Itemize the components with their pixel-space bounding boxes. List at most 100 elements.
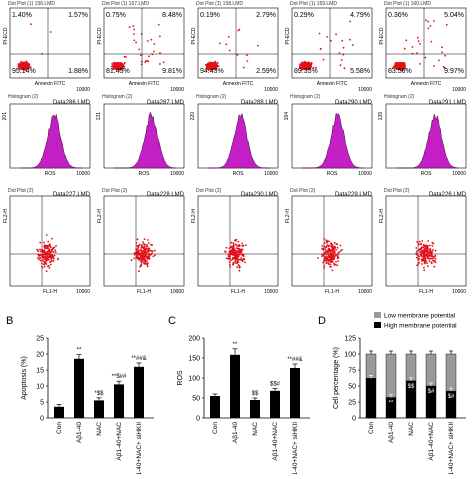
event-dot bbox=[153, 43, 156, 45]
event-dot bbox=[228, 263, 231, 266]
event-dot bbox=[331, 269, 334, 272]
event-dot bbox=[333, 262, 335, 265]
event-dot bbox=[423, 262, 426, 265]
event-dot bbox=[146, 40, 149, 42]
event-dot bbox=[333, 245, 336, 248]
event-dot bbox=[144, 250, 147, 253]
significance-label: ** bbox=[233, 342, 238, 348]
event-dot bbox=[48, 267, 51, 269]
event-dot bbox=[420, 254, 423, 256]
histogram-prefix: Histogram (2) bbox=[290, 94, 321, 100]
category-label: Aβ1-40 bbox=[388, 422, 395, 443]
event-dot bbox=[228, 251, 231, 253]
event-dot bbox=[424, 250, 427, 253]
event-dot bbox=[324, 252, 327, 254]
x-axis-label: ROS bbox=[139, 171, 151, 177]
event-dot bbox=[233, 249, 236, 252]
event-dot bbox=[128, 26, 131, 29]
dotplot-prefix: Dot Plot (2) bbox=[384, 188, 410, 194]
event-dot bbox=[40, 262, 43, 265]
event-dot bbox=[242, 253, 245, 256]
event-dot bbox=[50, 249, 53, 251]
event-dot bbox=[318, 32, 321, 35]
significance-label: *$$ bbox=[94, 391, 104, 397]
category-label: Aβ1-40+NAC bbox=[116, 422, 123, 461]
event-dot bbox=[418, 255, 420, 258]
fl-dotplot-2: Dot Plot (2) Data228.LMD FL2-H FL1-H 10000 bbox=[97, 188, 185, 295]
event-dot bbox=[327, 260, 330, 263]
event-dot bbox=[45, 270, 48, 273]
event-dot bbox=[325, 241, 328, 244]
event-dot bbox=[232, 242, 235, 245]
ros-histogram-1: Histogram (2) Data286.LMD 201 ROS 10000 bbox=[2, 94, 91, 177]
event-dot bbox=[149, 253, 152, 256]
event-dot bbox=[39, 257, 41, 260]
histogram-title: Data291.LMD bbox=[429, 100, 467, 106]
event-dot bbox=[349, 38, 351, 41]
quadrant-ur: 8.48% bbox=[162, 12, 182, 19]
y-tick-label: 150 bbox=[188, 356, 200, 363]
bar-low bbox=[405, 353, 417, 382]
event-dot bbox=[427, 240, 430, 242]
event-dot bbox=[136, 252, 138, 255]
event-dot bbox=[133, 257, 136, 260]
event-dot bbox=[145, 253, 148, 256]
event-dot bbox=[39, 254, 42, 256]
event-dot bbox=[415, 252, 418, 254]
row-2-ros-histograms: Histogram (2) Data286.LMD 201 ROS 10000 Histo… bbox=[0, 92, 474, 186]
event-dot bbox=[415, 247, 418, 249]
event-dot bbox=[422, 246, 425, 249]
event-dot bbox=[142, 257, 145, 260]
y-tick-label: 0 bbox=[196, 416, 200, 423]
y-axis-label: PI-ECD bbox=[285, 27, 291, 44]
event-dot bbox=[138, 257, 141, 260]
event-dot bbox=[43, 260, 46, 263]
event-dot bbox=[123, 55, 126, 58]
annexin-dotplot-3: Dot Plot (1) 158.LMD 0.19% 2.79% 94.43% 2.59… bbox=[191, 1, 279, 93]
quadrant-lr: 2.59% bbox=[256, 68, 276, 75]
event-dot bbox=[317, 257, 319, 259]
event-dot bbox=[234, 259, 237, 261]
event-dot bbox=[342, 46, 345, 49]
event-dot bbox=[140, 255, 143, 258]
event-dot bbox=[132, 25, 135, 28]
event-dot bbox=[425, 19, 427, 22]
quadrant-ul: 0.29% bbox=[294, 12, 314, 19]
event-dot bbox=[37, 258, 40, 261]
event-dot bbox=[324, 248, 327, 251]
event-dot bbox=[323, 266, 326, 269]
bar bbox=[94, 400, 104, 418]
category-label: NAC bbox=[96, 422, 103, 436]
event-dot bbox=[424, 56, 427, 59]
event-dot bbox=[327, 255, 330, 257]
event-dot bbox=[416, 241, 418, 243]
ros-histogram-4: Histogram (2) Data290.LMD 194 ROS 10000 bbox=[284, 94, 373, 177]
event-dot bbox=[335, 261, 337, 263]
event-dot bbox=[48, 258, 50, 261]
ros-histogram-5: Histogram (2) Data291.LMD 139 ROS 10000 bbox=[378, 94, 467, 177]
event-dot bbox=[391, 67, 394, 69]
dotplot-title: Data228.LMD bbox=[147, 192, 185, 198]
histogram-area bbox=[302, 112, 364, 169]
y-tick-label: 20 bbox=[36, 352, 44, 359]
event-dot bbox=[232, 246, 235, 249]
legend-swatch-high bbox=[374, 322, 381, 328]
y-axis-label: FL2-H bbox=[379, 209, 385, 223]
dotplot-prefix: Dot Plot (2) bbox=[196, 188, 222, 194]
event-dot bbox=[234, 262, 237, 264]
event-dot bbox=[48, 248, 51, 251]
quadrant-ll: 95.14% bbox=[12, 68, 36, 75]
event-dot bbox=[133, 253, 136, 256]
event-dot bbox=[136, 238, 139, 241]
event-dot bbox=[312, 66, 315, 69]
event-dot bbox=[237, 254, 240, 256]
quadrant-ll: 89.35% bbox=[294, 68, 318, 75]
x-axis-max: 10000 bbox=[264, 289, 278, 295]
event-dot bbox=[138, 48, 141, 51]
event-dot bbox=[144, 61, 147, 63]
category-label: Aβ1-40 bbox=[232, 422, 239, 443]
event-dot bbox=[137, 245, 139, 248]
event-dot bbox=[30, 23, 32, 26]
x-axis-label: FL1-H bbox=[43, 289, 57, 295]
histogram-title: Data286.LMD bbox=[53, 100, 91, 106]
